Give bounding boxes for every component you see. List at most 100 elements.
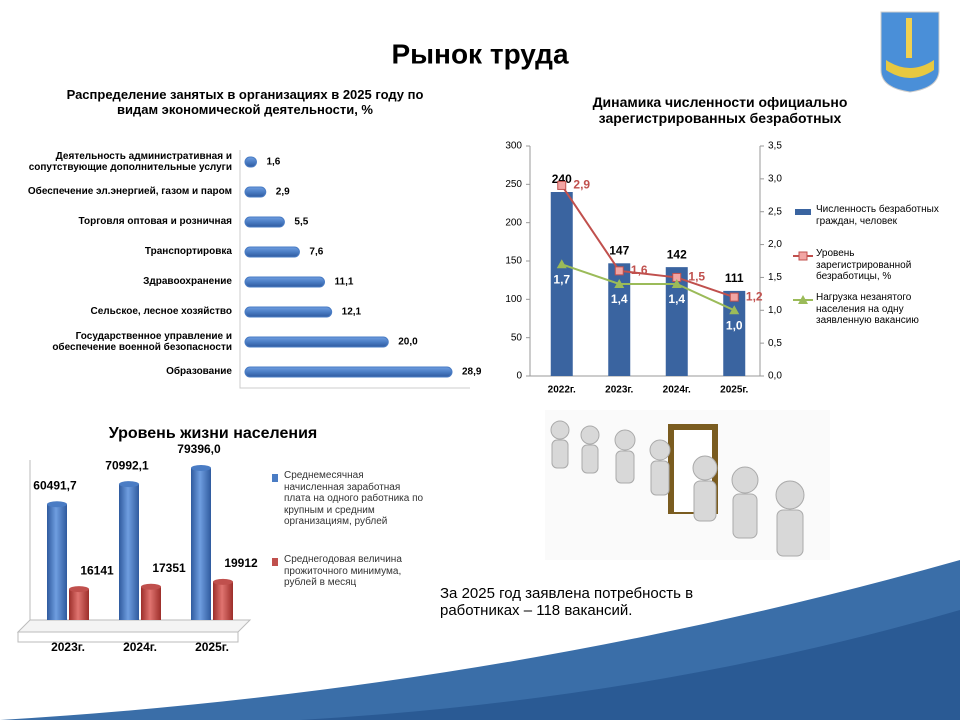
category-label-box: Деятельность административная и сопутств… xyxy=(28,150,232,174)
legend-label: Нагрузка незанятого населения на одну за… xyxy=(816,292,919,326)
wave xyxy=(300,610,960,720)
value-label: 20,0 xyxy=(398,337,418,348)
bar xyxy=(244,366,453,378)
category-label-box: Сельское, лесное хозяйство xyxy=(91,306,232,317)
note-box: За 2025 год заявлена потребность в работ… xyxy=(440,585,694,620)
value-label: 1,5 xyxy=(688,270,705,284)
emblem xyxy=(880,11,940,93)
y2-tick-label: 1,0 xyxy=(768,305,782,316)
bar xyxy=(119,484,139,620)
category-label-box: Образование xyxy=(166,366,232,378)
bar xyxy=(608,263,631,376)
value-label: 1,4 xyxy=(668,292,685,306)
wall xyxy=(17,460,239,643)
category-label-box: Государственное управление и обеспечение… xyxy=(52,331,232,354)
x-tick-label: 2024г. xyxy=(123,640,157,654)
value-label: 79396,0 xyxy=(177,442,221,456)
value-label: 11,1 xyxy=(335,277,354,288)
note: За 2025 год заявлена потребность в работ… xyxy=(440,585,694,620)
marker xyxy=(556,259,567,269)
legend-label-box: Нагрузка незанятого населения на одну за… xyxy=(816,292,919,326)
category-label: Транспортировка xyxy=(144,246,232,258)
chart-title-box: Распределение занятых в организациях в 2… xyxy=(66,88,424,117)
legend-label-box: Численность безработных граждан, человек xyxy=(816,204,939,227)
bar-top xyxy=(119,481,139,488)
marker xyxy=(671,279,682,288)
legend-label: Среднегодовая величина прожиточного мини… xyxy=(284,554,402,588)
chart-title: Распределение занятых в организациях в 2… xyxy=(66,88,424,117)
marker xyxy=(557,180,567,190)
value-label: 28,9 xyxy=(462,367,482,378)
category-label: Образование xyxy=(166,366,232,378)
legend-label-box: Уровень зарегистрированной безработицы, … xyxy=(816,248,911,282)
value-label: 1,7 xyxy=(553,272,570,286)
value-label: 240 xyxy=(552,172,572,186)
bar xyxy=(141,586,161,620)
chart-frame xyxy=(239,150,470,389)
y-tick-label: 150 xyxy=(505,256,522,267)
bar-top xyxy=(191,465,211,471)
legend-swatch xyxy=(272,474,278,482)
bar xyxy=(244,216,285,228)
category-label: Торговля оптовая и розничная xyxy=(78,216,232,228)
bar xyxy=(665,267,688,376)
x-tick-label: 2022г. xyxy=(548,385,576,396)
bar xyxy=(244,306,333,318)
y-tick-label: 50 xyxy=(511,332,523,343)
bar xyxy=(244,156,257,168)
value-label: 1,2 xyxy=(746,289,763,303)
marker xyxy=(614,279,625,288)
category-label-box: Торговля оптовая и розничная xyxy=(78,216,232,228)
chart-title: Динамика численности официально зарегист… xyxy=(592,94,848,127)
x-tick-label: 2023г. xyxy=(605,385,633,396)
bar xyxy=(69,589,89,620)
category-label-box: Здравоохранение xyxy=(143,276,232,288)
legend-label: Численность безработных граждан, человек xyxy=(816,204,939,227)
value-label: 70992,1 xyxy=(105,458,149,472)
legend-label-box: Среднегодовая величина прожиточного мини… xyxy=(284,554,402,588)
y2-tick-label: 2,5 xyxy=(768,206,782,217)
bar xyxy=(244,246,300,258)
value-label: 5,5 xyxy=(294,217,308,228)
legend-label-box: Среднемесячная начисленная заработная пл… xyxy=(284,470,424,527)
bar-top xyxy=(47,501,67,508)
legend-swatch xyxy=(795,209,811,215)
bar-top xyxy=(213,578,233,585)
value-label: 60491,7 xyxy=(33,478,77,492)
y2-tick-label: 0,5 xyxy=(768,338,782,349)
value-label: 12,1 xyxy=(342,307,362,318)
y-tick-label: 100 xyxy=(505,294,522,305)
x-tick-label: 2025г. xyxy=(720,385,748,396)
value-label: 1,6 xyxy=(631,263,648,277)
y2-tick-label: 0,0 xyxy=(768,371,782,382)
bar xyxy=(213,581,233,620)
chart-title-box: Динамика численности официально зарегист… xyxy=(592,94,848,127)
value-label: 19912 xyxy=(224,556,258,570)
legend-label: Среднемесячная начисленная заработная пл… xyxy=(284,470,424,527)
bar-top xyxy=(69,586,89,593)
y-tick-label: 300 xyxy=(505,141,522,152)
marker xyxy=(729,305,740,315)
value-label: 147 xyxy=(609,243,629,257)
marker xyxy=(614,266,624,276)
value-label: 1,6 xyxy=(266,157,280,168)
value-label: 16141 xyxy=(80,563,114,577)
y2-tick-label: 1,5 xyxy=(768,272,782,283)
bar xyxy=(191,468,211,620)
y-tick-label: 0 xyxy=(516,371,522,382)
x-tick-label: 2023г. xyxy=(51,640,85,654)
value-label: 17351 xyxy=(152,561,186,575)
category-label: Здравоохранение xyxy=(143,276,232,288)
bar xyxy=(244,336,389,348)
line xyxy=(561,263,735,312)
y-tick-label: 250 xyxy=(505,179,522,190)
bar-top xyxy=(141,583,161,590)
legend-swatch xyxy=(272,558,278,566)
x-tick-label: 2025г. xyxy=(195,640,229,654)
y-tick-label: 200 xyxy=(505,217,522,228)
marker xyxy=(729,292,739,302)
category-label: Деятельность административная и сопутств… xyxy=(28,150,232,174)
y2-tick-label: 2,0 xyxy=(768,239,782,250)
value-label: 142 xyxy=(667,247,687,261)
